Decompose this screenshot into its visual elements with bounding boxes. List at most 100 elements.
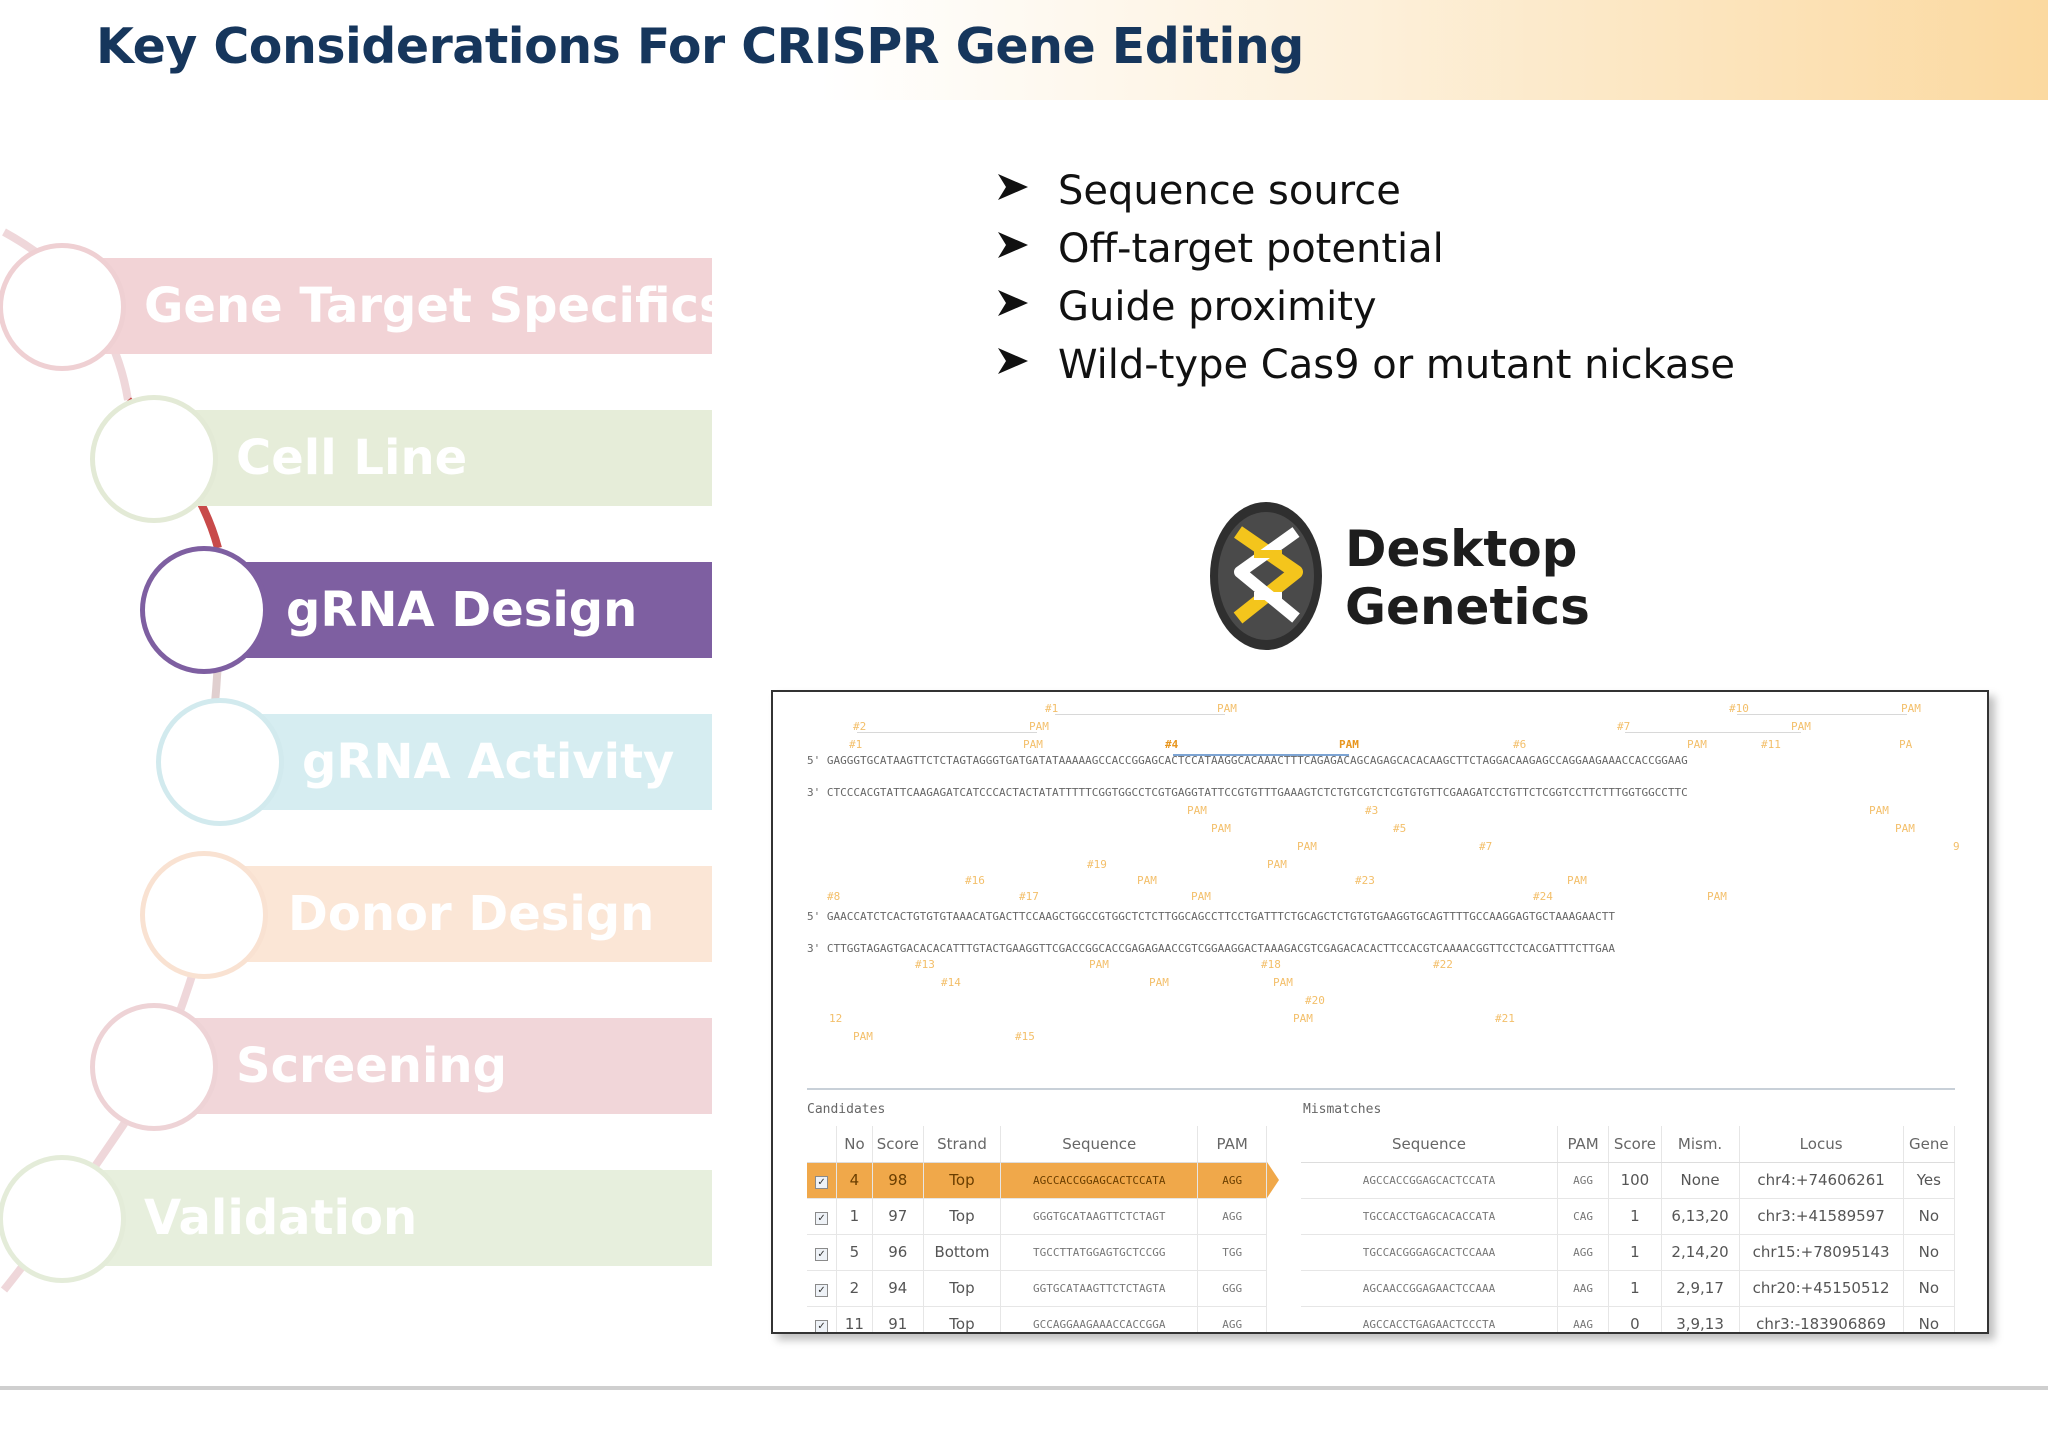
bullet-item: Sequence source: [996, 162, 1735, 220]
header-band: [0, 0, 2048, 100]
checkbox[interactable]: ✓: [815, 1320, 829, 1332]
cell-no: 4: [836, 1162, 873, 1199]
cell-score: 91: [872, 1306, 924, 1332]
header-pam[interactable]: PAM: [1557, 1126, 1610, 1163]
step-label-grna-design: gRNA Design: [286, 582, 638, 638]
cell-sequence: TGCCACGGGAGCACTCCAAA: [1301, 1234, 1558, 1271]
marker-label: PAM: [853, 1030, 873, 1043]
sequence-2-bottom: 3' CTTGGTAGAGTGACACACATTTGTACTGAAGGTTCGA…: [807, 942, 1615, 955]
arrow-bullet-icon: [996, 226, 1058, 272]
cell-pam: AGG: [1557, 1162, 1610, 1199]
table-row[interactable]: ✓ 5 96 Bottom TGCCTTATGGAGTGCTCCGG TGG: [807, 1234, 1267, 1271]
checkbox[interactable]: ✓: [815, 1284, 829, 1297]
header-strand[interactable]: Strand: [923, 1126, 1002, 1163]
marker-span: [857, 732, 1037, 733]
cell-strand: Top: [923, 1162, 1002, 1199]
marker-label: #21: [1495, 1012, 1515, 1025]
workflow-steps: Gene Target Specifics Cell Line gRNA Des…: [0, 0, 728, 1340]
cell-strand: Bottom: [923, 1234, 1002, 1271]
slide-title: Key Considerations For CRISPR Gene Editi…: [96, 18, 1304, 75]
sequence-1-top: 5' GAGGGTGCATAAGTTCTCTAGTAGGGTGATGATATAA…: [807, 754, 1688, 767]
step-label-grna-activity: gRNA Activity: [302, 734, 675, 790]
bullet-text: Sequence source: [1058, 168, 1401, 214]
cell-score: 98: [872, 1162, 924, 1199]
step-bar-donor-design: Donor Design: [226, 866, 712, 962]
header-score[interactable]: Score: [872, 1126, 924, 1163]
cell-locus: chr15:+78095143: [1739, 1234, 1904, 1271]
header-sequence[interactable]: Sequence: [1301, 1126, 1558, 1163]
checkbox[interactable]: ✓: [815, 1176, 829, 1189]
header-gene[interactable]: Gene: [1903, 1126, 1956, 1163]
marker-label: 9: [1953, 840, 1960, 853]
cell-mism: 6,13,20: [1661, 1198, 1740, 1235]
table-row[interactable]: ✓ 1 97 Top GGGTGCATAAGTTCTCTAGT AGG: [807, 1198, 1267, 1235]
candidates-header-row: No Score Strand Sequence PAM: [807, 1126, 1267, 1163]
marker-label: #1: [1045, 702, 1059, 715]
marker-label: PA: [1899, 738, 1913, 751]
marker-label: PAM: [1267, 858, 1287, 871]
header-score[interactable]: Score: [1608, 1126, 1662, 1163]
bullet-text: Off-target potential: [1058, 226, 1444, 272]
selection-pointer-icon: [1267, 1162, 1279, 1198]
dna-helix-icon: [1210, 502, 1322, 650]
marker-label: #14: [941, 976, 961, 989]
marker-label: PAM: [1273, 976, 1293, 989]
marker-label: PAM: [1869, 804, 1889, 817]
header-locus[interactable]: Locus: [1739, 1126, 1904, 1163]
step-circle-validation: [0, 1155, 126, 1283]
cell-mism: 2,14,20: [1661, 1234, 1740, 1271]
table-row[interactable]: ✓ 4 98 Top AGCCACCGGAGCACTCCATA AGG: [807, 1162, 1267, 1199]
step-circle-grna-design: [140, 546, 268, 674]
sequence-1-bottom: 3' CTCCCACGTATTCAAGAGATCATCCCACTACTATATT…: [807, 786, 1688, 799]
consideration-list: Sequence source Off-target potential Gui…: [996, 162, 1735, 394]
bullet-text: Guide proximity: [1058, 284, 1377, 330]
table-row[interactable]: ✓ 11 91 Top GCCAGGAAGAAACCACCGGA AGG: [807, 1306, 1267, 1332]
cell-pam: AGG: [1197, 1162, 1267, 1199]
candidates-table: No Score Strand Sequence PAM ✓ 4 98 Top …: [807, 1126, 1267, 1332]
header-pam[interactable]: PAM: [1197, 1126, 1267, 1163]
marker-label: #10: [1729, 702, 1749, 715]
marker-label: #24: [1533, 890, 1553, 903]
cell-strand: Top: [923, 1270, 1002, 1307]
cell-mism: 2,9,17: [1661, 1270, 1740, 1307]
checkbox[interactable]: ✓: [815, 1248, 829, 1261]
cell-gene: No: [1903, 1234, 1956, 1271]
footer-divider: [0, 1386, 2048, 1390]
table-row[interactable]: AGCCACCTGAGAACTCCCTA AAG 0 3,9,13 chr3:-…: [1301, 1306, 1956, 1332]
checkbox[interactable]: ✓: [815, 1212, 829, 1225]
marker-label: #23: [1355, 874, 1375, 887]
marker-label: #15: [1015, 1030, 1035, 1043]
header-no[interactable]: No: [836, 1126, 873, 1163]
mismatches-header-row: Sequence PAM Score Mism. Locus Gene: [1301, 1126, 1956, 1163]
table-row[interactable]: TGCCACCTGAGCACACCATA CAG 1 6,13,20 chr3:…: [1301, 1198, 1956, 1235]
cell-sequence: AGCCACCTGAGAACTCCCTA: [1301, 1306, 1558, 1332]
marker-label: 12: [829, 1012, 843, 1025]
marker-label: PAM: [1137, 874, 1157, 887]
cell-no: 1: [836, 1198, 873, 1235]
table-row[interactable]: AGCAACCGGAGAACTCCAAA AAG 1 2,9,17 chr20:…: [1301, 1270, 1956, 1307]
step-bar-validation: Validation: [84, 1170, 712, 1266]
row-select-cell: ✓: [807, 1162, 838, 1199]
logo-line1: Desktop: [1345, 520, 1578, 578]
step-circle-grna-activity: [156, 698, 284, 826]
table-row[interactable]: AGCCACCGGAGCACTCCATA AGG 100 None chr4:+…: [1301, 1162, 1956, 1199]
bullet-item: Wild-type Cas9 or mutant nickase: [996, 336, 1735, 394]
marker-label: #4: [1165, 738, 1179, 751]
logo-line2: Genetics: [1345, 578, 1590, 636]
table-row[interactable]: TGCCACGGGAGCACTCCAAA AGG 1 2,14,20 chr15…: [1301, 1234, 1956, 1271]
row-select-cell: ✓: [807, 1306, 838, 1332]
header-mism[interactable]: Mism.: [1661, 1126, 1740, 1163]
marker-label: #19: [1087, 858, 1107, 871]
marker-label: #17: [1019, 890, 1039, 903]
cell-score: 1: [1608, 1270, 1662, 1307]
header-sequence[interactable]: Sequence: [1000, 1126, 1199, 1163]
cell-no: 2: [836, 1270, 873, 1307]
table-row[interactable]: ✓ 2 94 Top GGTGCATAAGTTCTCTAGTA GGG: [807, 1270, 1267, 1307]
logo-wordmark: Desktop Genetics: [1345, 520, 1590, 636]
marker-label: #6: [1513, 738, 1527, 751]
cell-gene: No: [1903, 1270, 1956, 1307]
cell-score: 1: [1608, 1234, 1662, 1271]
step-label-gene-target: Gene Target Specifics: [144, 278, 728, 334]
step-bar-screening: Screening: [172, 1018, 712, 1114]
header-select: [807, 1126, 838, 1163]
